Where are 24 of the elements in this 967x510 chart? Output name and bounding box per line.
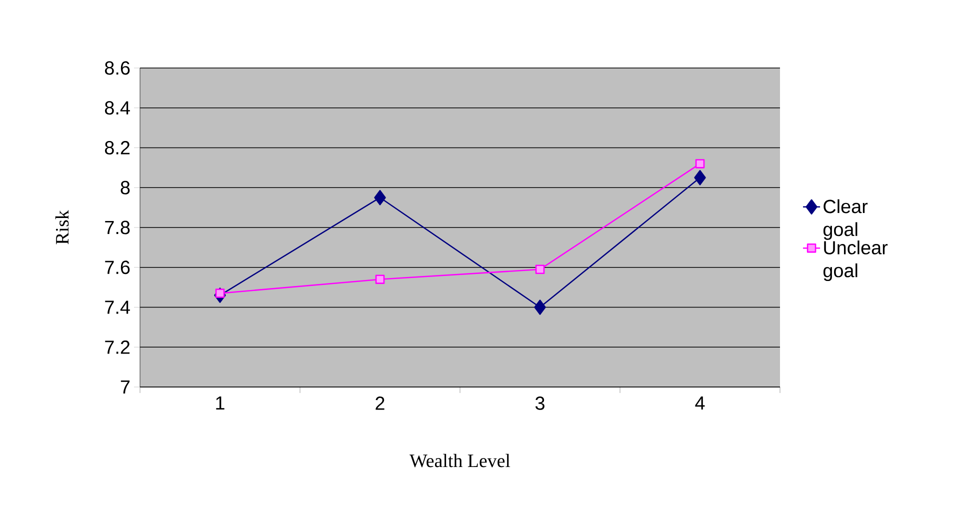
point bbox=[694, 170, 706, 186]
x-tick-label: 2 bbox=[376, 396, 384, 410]
point bbox=[695, 159, 705, 168]
x-tick-label: 4 bbox=[695, 396, 705, 410]
y-tick-label: 8 bbox=[120, 180, 130, 194]
y-tick-label: 8.4 bbox=[104, 101, 130, 115]
x-tick-label: 3 bbox=[535, 396, 544, 410]
x-tick-label: 1 bbox=[216, 396, 224, 410]
y-tick-label: 7.8 bbox=[105, 220, 130, 234]
y-axis-title: Risk bbox=[55, 210, 69, 244]
legend-label: Unclear goal bbox=[823, 240, 888, 282]
y-tick-label: 7.6 bbox=[105, 260, 130, 274]
y-tick-label: 7 bbox=[120, 380, 130, 394]
point bbox=[374, 190, 386, 206]
point bbox=[534, 300, 546, 315]
point bbox=[535, 264, 545, 274]
point bbox=[215, 288, 225, 298]
y-tick-label: 8.6 bbox=[104, 61, 130, 75]
y-tick-label: 7.4 bbox=[105, 300, 130, 314]
y-tick-label: 8.2 bbox=[104, 141, 130, 154]
point bbox=[375, 274, 385, 284]
y-tick-label: 7.2 bbox=[105, 340, 130, 354]
legend-label: Clear goal bbox=[823, 199, 868, 240]
x-axis-title: Wealth Level bbox=[410, 454, 510, 468]
